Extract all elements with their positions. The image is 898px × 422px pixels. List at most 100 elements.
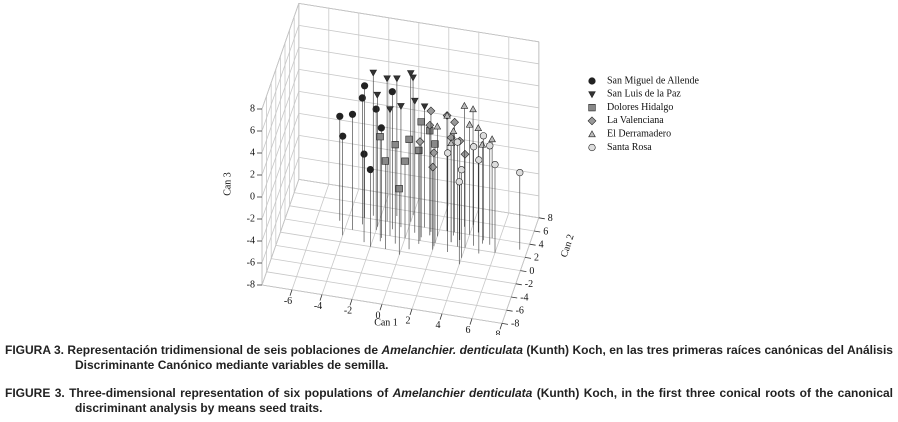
data-point (361, 82, 369, 90)
data-point (388, 88, 396, 96)
data-point (420, 103, 429, 111)
data-point (431, 140, 439, 148)
data-point (479, 132, 488, 140)
data-point (453, 138, 462, 146)
data-point (433, 122, 442, 130)
data-point (475, 156, 483, 164)
legend-marker (588, 91, 596, 99)
grid-line (261, 91, 300, 198)
grid-line (261, 157, 300, 264)
caption-text: FIGURA 3. Representación tridimensional … (5, 343, 382, 357)
y-tick-label: 0 (529, 266, 534, 277)
data-point (397, 103, 405, 111)
grid-line (261, 3, 300, 110)
grid-line (261, 113, 300, 220)
data-point (377, 124, 385, 132)
legend-label: El Derramadero (607, 128, 671, 139)
grid-line (298, 47, 539, 87)
data-point (386, 106, 394, 114)
tick-mark (520, 270, 527, 272)
data-point (449, 127, 458, 134)
legend-marker (588, 130, 596, 138)
data-point (401, 157, 409, 165)
tick-mark (529, 243, 536, 246)
caption-es: FIGURA 3. Representación tridimensional … (5, 343, 893, 373)
caption-en: FIGURE 3. Three-dimensional representati… (5, 386, 893, 416)
tick-mark (524, 257, 532, 259)
grid-line (280, 231, 521, 271)
data-point (395, 185, 403, 193)
z-tick-label: 8 (250, 103, 255, 114)
y-tick-label: 2 (534, 253, 539, 264)
data-point (358, 94, 366, 102)
x-tick-label: 6 (466, 325, 471, 335)
legend-label: San Luis de la Paz (607, 89, 681, 100)
grid-line (261, 69, 300, 176)
data-point (486, 142, 494, 150)
z-tick-label: 4 (250, 147, 255, 158)
data-point (360, 150, 368, 158)
data-point (369, 69, 378, 77)
data-point (417, 118, 425, 126)
caption-species: Amelanchier. denticulata (381, 343, 523, 357)
data-point (366, 166, 375, 174)
y-tick-label: -4 (520, 292, 528, 303)
tick-mark (499, 323, 503, 330)
z-tick-label: 2 (250, 169, 255, 180)
data-point (478, 140, 487, 148)
z-tick-label: -6 (247, 257, 255, 268)
grid-line (275, 245, 516, 285)
x-tick-label: -6 (284, 296, 292, 307)
x-tick-label: 4 (436, 320, 441, 331)
data-point (457, 166, 466, 174)
tick-mark (506, 309, 513, 312)
tick-mark (349, 299, 353, 306)
data-point (470, 143, 478, 151)
data-point (406, 70, 415, 78)
data-point (372, 105, 380, 113)
data-point (405, 135, 413, 143)
data-point (425, 120, 435, 130)
y-axis-label: Can 2 (559, 233, 577, 259)
z-tick-label: 0 (250, 191, 255, 202)
tick-mark (515, 283, 522, 286)
z-tick-label: 6 (250, 125, 255, 136)
tick-mark (469, 318, 473, 325)
x-tick-label: -4 (314, 301, 322, 312)
data-point (383, 75, 391, 83)
caption-species: Amelanchier denticulata (392, 386, 533, 400)
data-point (391, 141, 399, 149)
caption-text: (Kunth) Koch, in the first three conical… (75, 386, 894, 415)
data-point (488, 135, 496, 143)
grid-line (298, 69, 539, 109)
z-tick-label: -2 (247, 213, 255, 224)
data-point (376, 133, 384, 141)
grid-line (298, 113, 539, 153)
data-point (444, 149, 452, 157)
y-tick-label: 4 (539, 239, 544, 250)
tick-mark (511, 296, 518, 299)
x-tick-label: 0 (376, 310, 381, 321)
x-tick-label: 8 (496, 330, 501, 335)
data-point (393, 75, 401, 83)
grid-line (298, 25, 539, 65)
data-point (426, 106, 436, 116)
legend-marker (587, 116, 597, 126)
z-axis-label: Can 3 (222, 172, 233, 196)
tick-mark (379, 304, 383, 311)
legend-label: Dolores Hidalgo (607, 102, 673, 113)
caption-text: FIGURE 3. Three-dimensional representati… (5, 386, 393, 400)
x-axis-label: Can 1 (374, 317, 398, 328)
data-point (348, 110, 357, 118)
data-point (469, 105, 477, 113)
grid-line (261, 179, 300, 286)
data-point (460, 149, 470, 159)
data-point (410, 97, 419, 105)
grid-line (289, 205, 530, 245)
x-tick-label: -2 (344, 306, 352, 317)
data-point (516, 169, 524, 177)
legend-marker (588, 77, 596, 85)
tick-mark (538, 217, 545, 220)
data-point (409, 74, 417, 82)
